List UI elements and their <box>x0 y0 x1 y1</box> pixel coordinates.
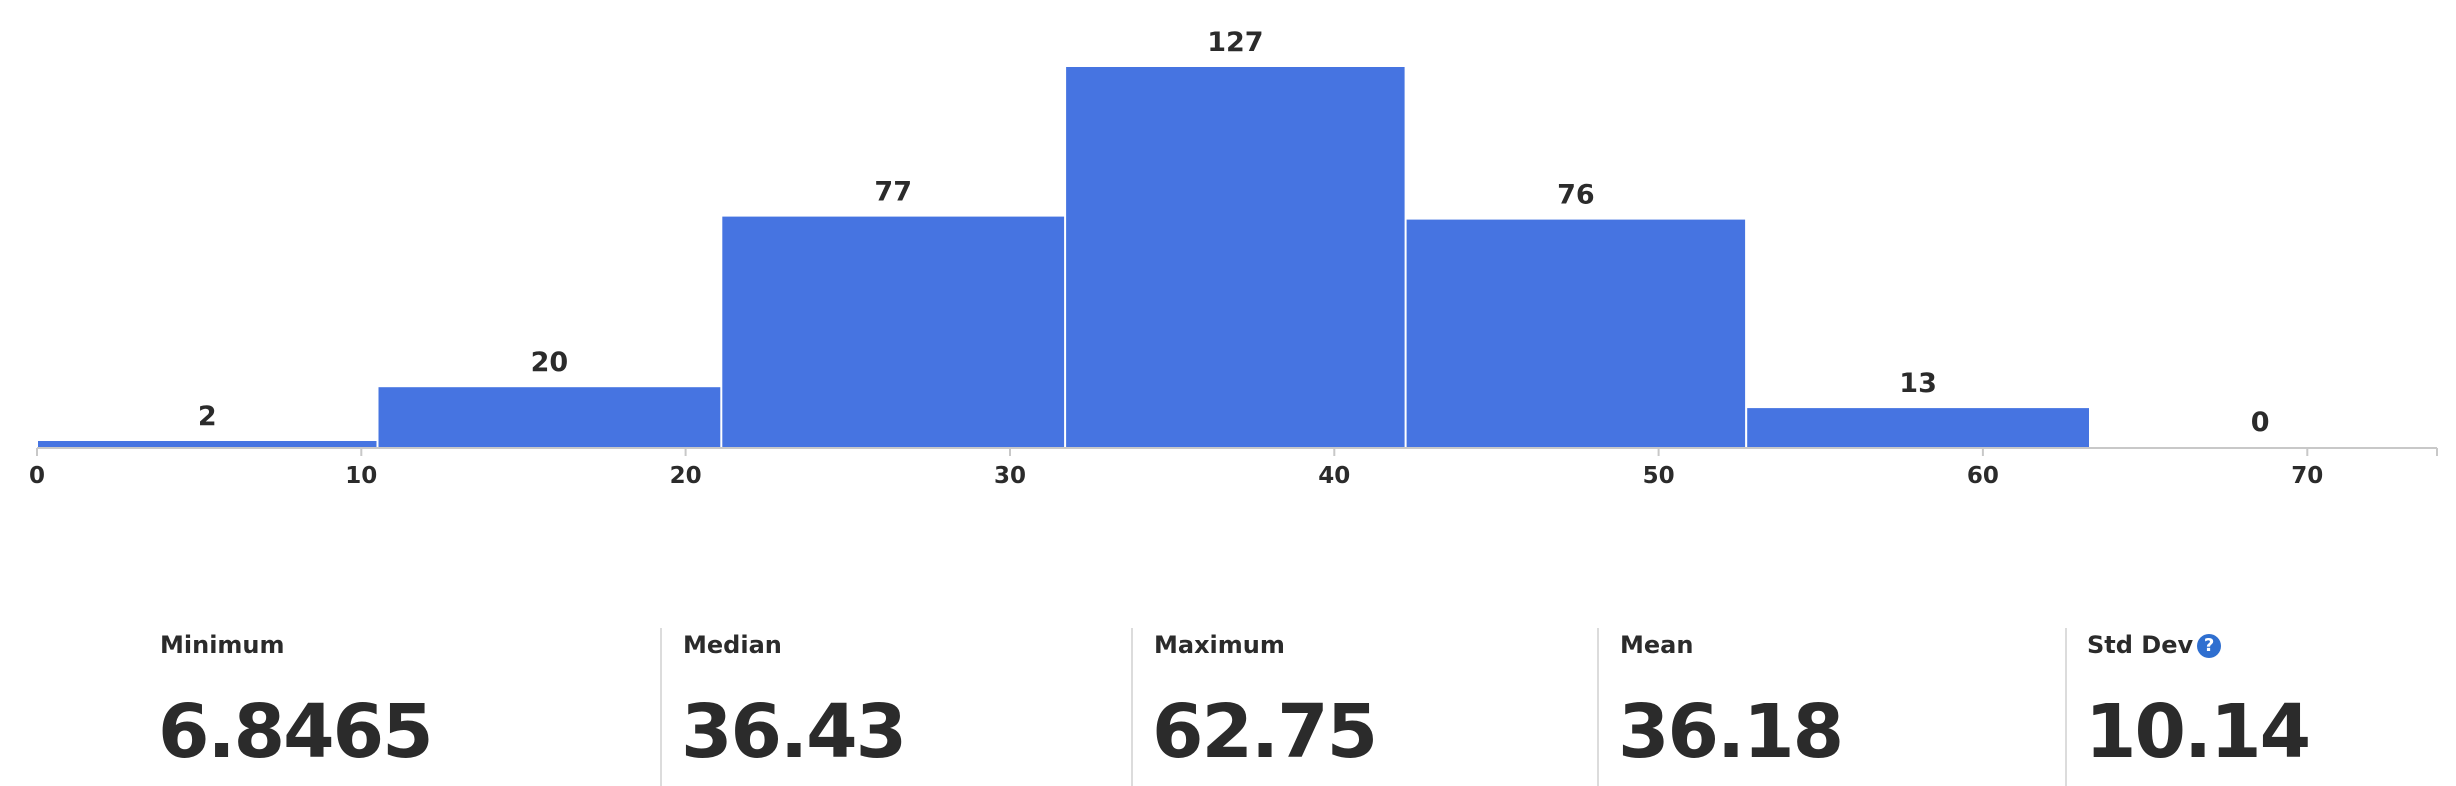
bar-count-label: 127 <box>1207 27 1263 58</box>
x-tick-label: 0 <box>29 463 45 489</box>
x-tick-label: 30 <box>994 463 1026 489</box>
bar-count-label: 76 <box>1557 180 1595 211</box>
histogram-bar[interactable] <box>378 387 721 447</box>
bars-layer <box>38 67 2089 447</box>
bar-count-label: 0 <box>2251 407 2270 438</box>
stat-std-dev-label-row: Std Dev? <box>2087 631 2222 659</box>
stat-std-dev-label: Std Dev <box>2087 631 2194 659</box>
stat-mean-value: 36.18 <box>1618 689 1844 775</box>
question-icon[interactable]: ? <box>2197 634 2222 658</box>
x-tick-label: 40 <box>1318 463 1350 489</box>
stat-mean-label: Mean <box>1620 631 1694 659</box>
histogram-bar[interactable] <box>1747 408 2089 447</box>
histogram-bar[interactable] <box>38 441 377 447</box>
x-tick-label: 60 <box>1967 463 1999 489</box>
x-tick-label: 70 <box>2291 463 2323 489</box>
x-tick-label: 20 <box>670 463 702 489</box>
stat-divider <box>2065 628 2067 786</box>
histogram-chart: 2 20 77 127 76 13 0 0 10 20 30 40 50 60 70 <box>29 27 2438 489</box>
x-axis-ticks: 0 10 20 30 40 50 60 70 <box>29 448 2438 489</box>
stat-divider <box>1597 628 1599 786</box>
stat-maximum-label: Maximum <box>1154 631 1285 659</box>
bar-count-label: 77 <box>874 177 912 208</box>
histogram-bar[interactable] <box>722 216 1065 447</box>
stat-median-value: 36.43 <box>681 689 907 775</box>
bar-count-label: 2 <box>198 401 217 432</box>
summary-stats: Minimum 6.8465 Median 36.43 Maximum 62.7… <box>0 625 2456 786</box>
stat-minimum-value: 6.8465 <box>158 689 434 775</box>
stat-divider <box>660 628 662 786</box>
bar-count-label: 20 <box>531 347 569 378</box>
stat-divider <box>1131 628 1133 786</box>
bar-labels-layer: 2 20 77 127 76 13 0 <box>198 27 2270 438</box>
stat-median-label: Median <box>683 631 782 659</box>
histogram-bar[interactable] <box>1066 67 1405 447</box>
bar-count-label: 13 <box>1899 368 1937 399</box>
stat-minimum-label: Minimum <box>160 631 285 659</box>
x-tick-label: 10 <box>345 463 377 489</box>
histogram-bar[interactable] <box>1406 219 1746 447</box>
x-tick-label: 50 <box>1643 463 1675 489</box>
stat-maximum-value: 62.75 <box>1152 689 1378 775</box>
stat-std-dev-value: 10.14 <box>2085 689 2311 775</box>
